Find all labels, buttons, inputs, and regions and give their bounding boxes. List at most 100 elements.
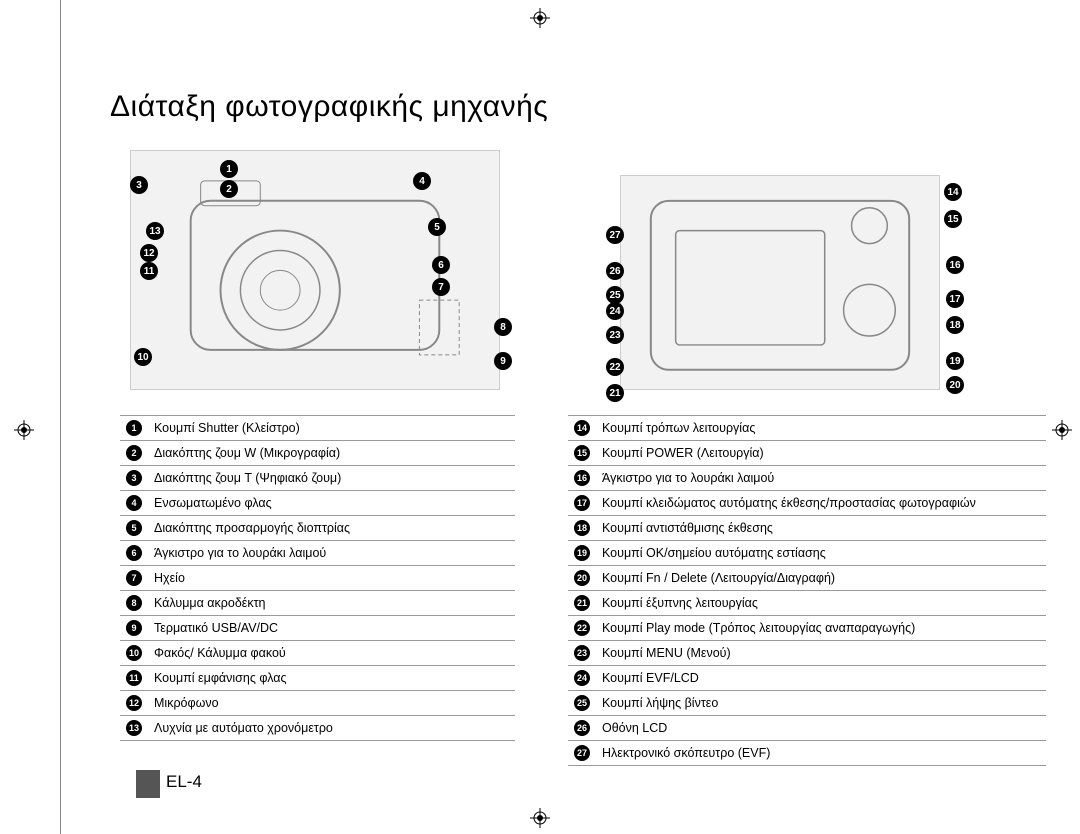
row-label-cell: Κουμπί EVF/LCD [596, 666, 1046, 691]
table-row: 24 Κουμπί EVF/LCD [568, 666, 1046, 691]
callout-badge: 8 [494, 318, 512, 336]
row-label-cell: Ηλεκτρονικό σκόπευτρο (EVF) [596, 741, 1046, 766]
registration-mark-icon [1052, 420, 1072, 440]
table-row: 26 Οθόνη LCD [568, 716, 1046, 741]
row-number-cell: 17 [568, 491, 596, 516]
callout-badge: 4 [413, 172, 431, 190]
table-row: 12Μικρόφωνο [120, 691, 515, 716]
table-row: 17Κουμπί κλειδώματος αυτόματης έκθεσης/π… [568, 491, 1046, 516]
number-badge: 5 [126, 520, 142, 536]
number-badge: 26 [574, 720, 590, 736]
table-row: 16 Άγκιστρο για το λουράκι λαιμού [568, 466, 1046, 491]
row-label-cell: Διακόπτης ζουμ T (Ψηφιακό ζουμ) [148, 466, 515, 491]
page-number: EL-4 [166, 772, 202, 796]
number-badge: 20 [574, 570, 590, 586]
number-badge: 21 [574, 595, 590, 611]
table-row: 14Κουμπί τρόπων λειτουργίας [568, 416, 1046, 441]
number-badge: 23 [574, 645, 590, 661]
number-badge: 18 [574, 520, 590, 536]
callout-badge: 3 [130, 176, 148, 194]
row-number-cell: 15 [568, 441, 596, 466]
row-label-cell: Οθόνη LCD [596, 716, 1046, 741]
callout-badge: 23 [606, 326, 624, 344]
number-badge: 7 [126, 570, 142, 586]
number-badge: 6 [126, 545, 142, 561]
row-number-cell: 18 [568, 516, 596, 541]
footer-tab-icon [136, 770, 160, 798]
callout-badge: 21 [606, 384, 624, 402]
table-row: 8 Κάλυμμα ακροδέκτη [120, 591, 515, 616]
number-badge: 27 [574, 745, 590, 761]
row-label-cell: Κάλυμμα ακροδέκτη [148, 591, 515, 616]
number-badge: 9 [126, 620, 142, 636]
number-badge: 4 [126, 495, 142, 511]
row-number-cell: 23 [568, 641, 596, 666]
table-row: 10Φακός/ Κάλυμμα φακού [120, 641, 515, 666]
callout-badge: 27 [606, 226, 624, 244]
table-row: 23 Κουμπί MENU (Μενού) [568, 641, 1046, 666]
row-label-cell: Κουμπί λήψης βίντεο [596, 691, 1046, 716]
row-number-cell: 16 [568, 466, 596, 491]
table-row: 11 Κουμπί εμφάνισης φλας [120, 666, 515, 691]
row-label-cell: Κουμπί αντιστάθμισης έκθεσης [596, 516, 1046, 541]
number-badge: 25 [574, 695, 590, 711]
row-number-cell: 26 [568, 716, 596, 741]
row-label-cell: Κουμπί εμφάνισης φλας [148, 666, 515, 691]
page-title: Διάταξη φωτογραφικής μηχανής [110, 90, 548, 124]
callout-badge: 24 [606, 302, 624, 320]
row-label-cell: Κουμπί κλειδώματος αυτόματης έκθεσης/προ… [596, 491, 1046, 516]
row-label-cell: Άγκιστρο για το λουράκι λαιμού [596, 466, 1046, 491]
callout-badge: 9 [494, 352, 512, 370]
row-number-cell: 13 [120, 716, 148, 741]
row-number-cell: 21 [568, 591, 596, 616]
row-label-cell: Κουμπί Play mode (Τρόπος λειτουργίας ανα… [596, 616, 1046, 641]
callout-badge: 14 [944, 183, 962, 201]
callout-badge: 7 [432, 278, 450, 296]
callout-badge: 25 [606, 286, 624, 304]
number-badge: 16 [574, 470, 590, 486]
parts-table-left: 1 Κουμπί Shutter (Κλείστρο) 2 Διακόπτης ζου… [120, 415, 515, 741]
row-number-cell: 27 [568, 741, 596, 766]
number-badge: 19 [574, 545, 590, 561]
row-label-cell: Ηχείο [148, 566, 515, 591]
callout-badge: 11 [140, 262, 158, 280]
row-number-cell: 11 [120, 666, 148, 691]
callout-badge: 26 [606, 262, 624, 280]
callout-badge: 20 [946, 376, 964, 394]
row-label-cell: Κουμπί MENU (Μενού) [596, 641, 1046, 666]
table-row: 7 Ηχείο [120, 566, 515, 591]
row-label-cell: Ενσωματωμένο φλας [148, 491, 515, 516]
row-number-cell: 25 [568, 691, 596, 716]
number-badge: 11 [126, 670, 142, 686]
number-badge: 12 [126, 695, 142, 711]
row-label-cell: Φακός/ Κάλυμμα φακού [148, 641, 515, 666]
row-label-cell: Κουμπί Shutter (Κλείστρο) [148, 416, 515, 441]
row-number-cell: 7 [120, 566, 148, 591]
row-label-cell: Κουμπί Fn / Delete (Λειτουργία/Διαγραφή) [596, 566, 1046, 591]
number-badge: 22 [574, 620, 590, 636]
number-badge: 24 [574, 670, 590, 686]
row-number-cell: 12 [120, 691, 148, 716]
callout-badge: 16 [946, 256, 964, 274]
callout-badge: 17 [946, 290, 964, 308]
number-badge: 2 [126, 445, 142, 461]
callout-badge: 12 [140, 244, 158, 262]
number-badge: 1 [126, 420, 142, 436]
camera-back-diagram [620, 175, 940, 390]
page-footer: EL-4 [136, 770, 202, 798]
callout-badge: 2 [220, 180, 238, 198]
table-row: 1 Κουμπί Shutter (Κλείστρο) [120, 416, 515, 441]
row-label-cell: Λυχνία με αυτόματο χρονόμετρο [148, 716, 515, 741]
row-number-cell: 6 [120, 541, 148, 566]
table-row: 21Κουμπί έξυπνης λειτουργίας [568, 591, 1046, 616]
table-row: 5Διακόπτης προσαρμογής διοπτρίας [120, 516, 515, 541]
callout-badge: 5 [428, 218, 446, 236]
number-badge: 15 [574, 445, 590, 461]
table-row: 25 Κουμπί λήψης βίντεο [568, 691, 1046, 716]
row-number-cell: 8 [120, 591, 148, 616]
number-badge: 3 [126, 470, 142, 486]
row-label-cell: Κουμπί τρόπων λειτουργίας [596, 416, 1046, 441]
number-badge: 8 [126, 595, 142, 611]
table-row: 3 Διακόπτης ζουμ T (Ψηφιακό ζουμ) [120, 466, 515, 491]
callout-badge: 1 [220, 160, 238, 178]
